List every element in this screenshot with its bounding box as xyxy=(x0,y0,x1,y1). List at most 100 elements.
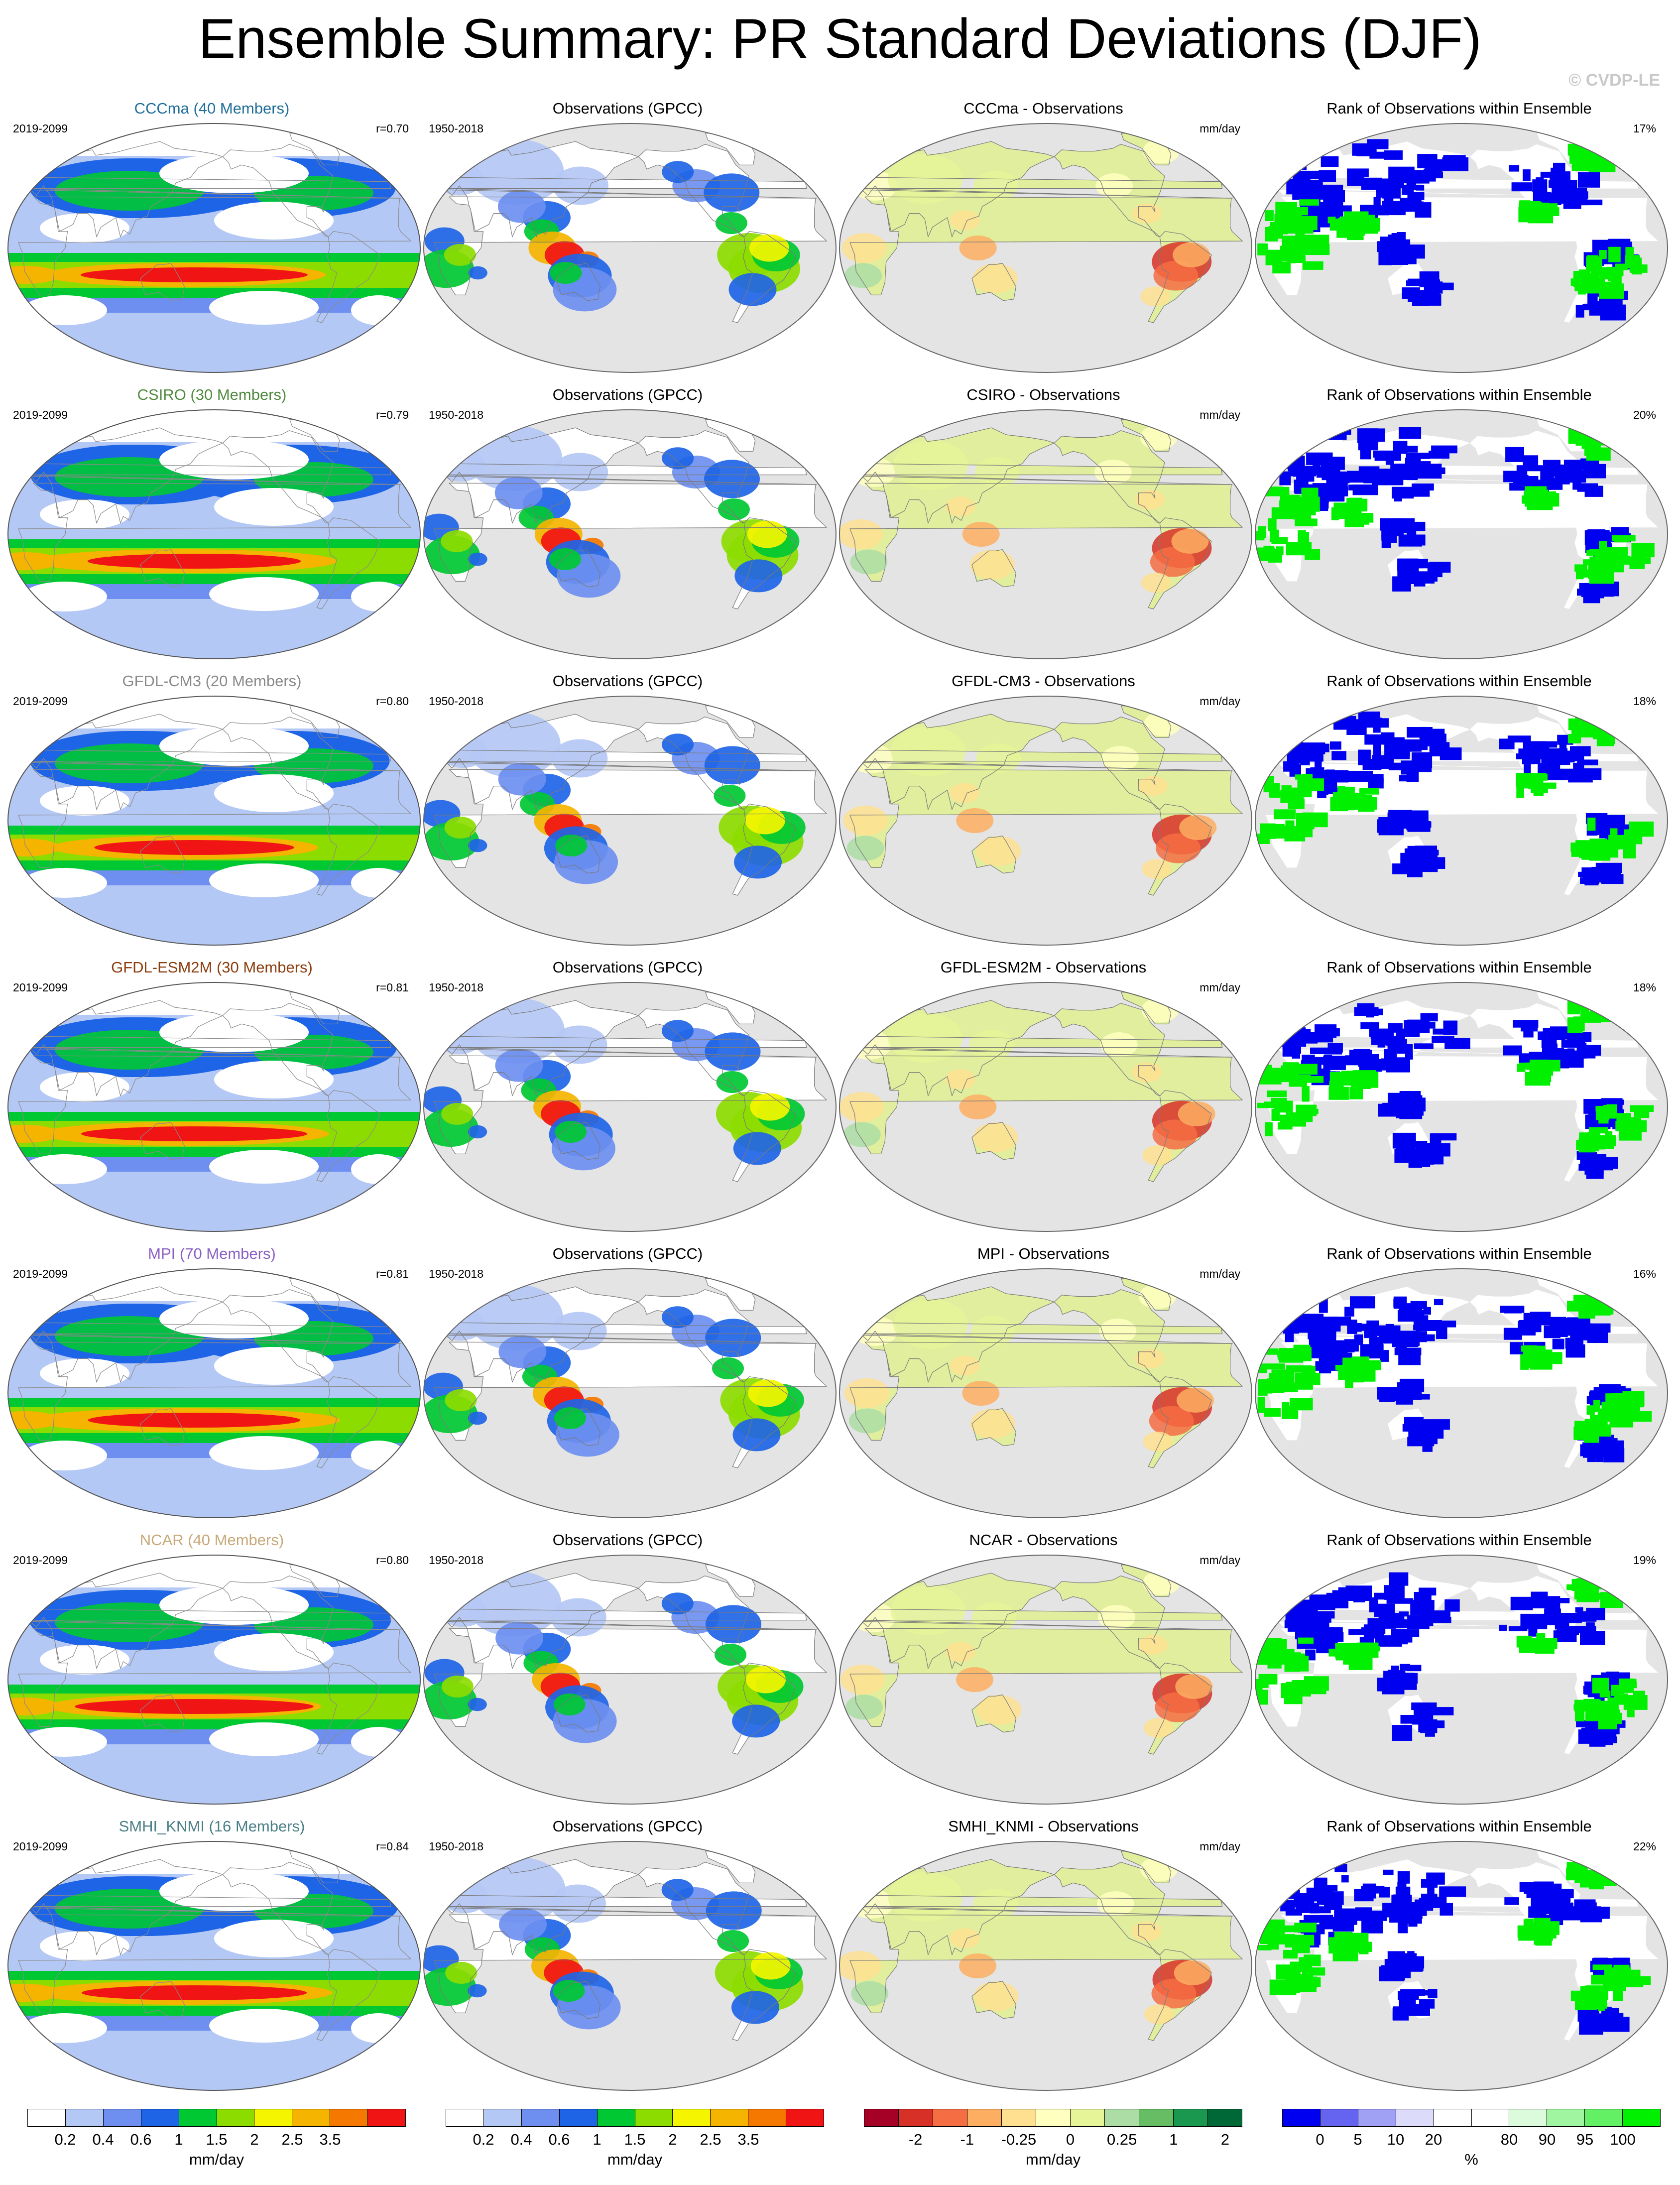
coastline-samerica-diff-line xyxy=(1148,231,1212,323)
panel-title: CCCma - Observations xyxy=(963,100,1123,117)
panel-rank-row-3: Rank of Observations within Ensemble 18% xyxy=(1251,672,1668,951)
coastline-australia-diff-line xyxy=(971,1408,1016,1447)
colorbar-swatch xyxy=(933,2109,967,2126)
colorbar-swatch xyxy=(1396,2109,1434,2126)
panel-obs-row-1: Observations (GPCC) 1950-2018 xyxy=(420,100,837,378)
coastline-australia-model xyxy=(140,549,185,588)
coastline-namerica-model xyxy=(222,430,334,524)
coastline-namerica-obs-line xyxy=(638,430,749,524)
colorbar-swatch xyxy=(673,2109,711,2126)
colorbar-swatch xyxy=(65,2109,104,2126)
coastline-samerica-obs-line xyxy=(732,231,796,323)
pattern-correlation-label: r=0.80 xyxy=(376,695,409,708)
colorbar-tick-label: 0.6 xyxy=(548,2131,570,2148)
colorbar-swatch xyxy=(1208,2109,1242,2126)
obs-years-label: 1950-2018 xyxy=(429,408,483,421)
coastline-africa-model xyxy=(18,483,411,582)
colorbar-tick-label: 1.5 xyxy=(624,2131,646,2148)
model-years-label: 2019-2099 xyxy=(13,1840,68,1853)
model-map xyxy=(7,123,421,373)
coastline-samerica-model xyxy=(316,1663,380,1755)
colorbar-tick-label: 100 xyxy=(1610,2131,1636,2148)
colorbar-tick-label: 0.6 xyxy=(130,2131,152,2148)
rank-percent-label: 18% xyxy=(1633,695,1656,708)
diff-map xyxy=(839,1268,1252,1518)
colorbar-unit-label: mm/day xyxy=(189,2151,244,2168)
model-map xyxy=(7,409,421,659)
colorbar-tick-label: 3.5 xyxy=(319,2131,341,2148)
coastline-namerica-model xyxy=(222,1576,334,1669)
colorbar-tick-label: 2 xyxy=(668,2131,677,2148)
colorbar-swatch xyxy=(1547,2109,1585,2126)
colorbar-tick-label: 0.2 xyxy=(473,2131,494,2148)
coastline-namerica-obs-line xyxy=(638,1862,749,1955)
unit-label: mm/day xyxy=(1200,1267,1240,1280)
rank-percent-label: 17% xyxy=(1633,122,1656,135)
colorbar-swatch xyxy=(1139,2109,1174,2126)
colorbar-tick-label: 0 xyxy=(1066,2131,1075,2148)
model-years-label: 2019-2099 xyxy=(13,981,68,994)
coastline-africa-diff-line xyxy=(849,769,1243,868)
coastline-africa-diff-line xyxy=(849,1341,1243,1441)
panel-title: GFDL-ESM2M (30 Members) xyxy=(111,959,313,976)
colorbar-swatch xyxy=(899,2109,933,2126)
panel-obs-row-4: Observations (GPCC) 1950-2018 xyxy=(420,959,837,1237)
colorbar-swatch xyxy=(559,2109,598,2126)
coastline-africa-obs-line xyxy=(434,769,827,868)
unit-label: mm/day xyxy=(1200,695,1240,708)
colorbar-tick-label: 10 xyxy=(1387,2131,1405,2148)
coastline-namerica-obs-line xyxy=(638,717,749,810)
coastline-samerica-diff-line xyxy=(1148,1090,1212,1182)
obs-map xyxy=(423,123,837,373)
diff-map xyxy=(839,409,1252,659)
colorbar-swatch xyxy=(1071,2109,1105,2126)
coastline-australia-obs-line xyxy=(556,836,600,874)
panel-model-row-3: GFDL-CM3 (20 Members) 2019-2099 r=0.80 xyxy=(4,672,421,951)
colorbar-tick-label: 1.5 xyxy=(206,2131,228,2148)
coastline-africa-obs-line xyxy=(434,1341,827,1441)
panel-title: GFDL-ESM2M - Observations xyxy=(940,959,1147,976)
colorbar-swatch xyxy=(446,2109,484,2126)
colorbar-tick-label: 2 xyxy=(1220,2131,1230,2148)
colorbar-tick-label: 0 xyxy=(1316,2131,1324,2148)
colorbar-swatch xyxy=(1002,2109,1036,2126)
colorbar-swatch xyxy=(1585,2109,1623,2126)
panel-title: CCCma (40 Members) xyxy=(134,100,290,117)
colorbar-tick-label: 80 xyxy=(1500,2131,1518,2148)
colorbar-unit-label: % xyxy=(1464,2151,1478,2168)
colorbar-tick-label: 1 xyxy=(593,2131,601,2148)
unit-label: mm/day xyxy=(1200,408,1240,421)
rank-percent-label: 19% xyxy=(1633,1554,1656,1567)
coastline-namerica-model xyxy=(222,1003,334,1096)
colorbar-strip xyxy=(1282,2109,1661,2127)
colorbar-swatch xyxy=(141,2109,179,2126)
coastline-samerica-diff-line xyxy=(1148,1949,1212,2041)
rank-percent-label: 16% xyxy=(1633,1267,1656,1280)
coastline-australia-model xyxy=(140,836,185,874)
panel-obs-row-7: Observations (GPCC) 1950-2018 xyxy=(420,1818,837,2096)
panel-obs-row-5: Observations (GPCC) 1950-2018 xyxy=(420,1245,837,1524)
colorbar-swatch xyxy=(635,2109,673,2126)
panel-rank-row-2: Rank of Observations within Ensemble 20% xyxy=(1251,386,1668,665)
rank-map xyxy=(1255,696,1668,946)
diff-map xyxy=(839,1555,1252,1805)
coastline-australia-diff-line xyxy=(971,836,1016,874)
coastline-africa-model xyxy=(18,1914,411,2013)
coastline-namerica-diff-line xyxy=(1054,1289,1165,1383)
colorbar-swatch xyxy=(217,2109,255,2126)
colorbar-unit-label: mm/day xyxy=(607,2151,663,2168)
model-map xyxy=(7,1555,421,1805)
colorbar-swatch xyxy=(292,2109,331,2126)
colorbar-swatch xyxy=(1509,2109,1548,2126)
coastline-australia-diff-line xyxy=(971,1122,1016,1160)
model-years-label: 2019-2099 xyxy=(13,408,68,421)
coastline-namerica-diff-line xyxy=(1054,144,1165,238)
colorbar-tick-label: 0.25 xyxy=(1107,2131,1137,2148)
coastline-samerica-obs-line xyxy=(732,1663,796,1755)
model-map xyxy=(7,696,421,946)
coastline-australia-model xyxy=(140,1122,185,1160)
colorbar-swatch xyxy=(711,2109,749,2126)
model-years-label: 2019-2099 xyxy=(13,695,68,708)
obs-years-label: 1950-2018 xyxy=(429,695,483,708)
colorbar-swatch xyxy=(967,2109,1002,2126)
